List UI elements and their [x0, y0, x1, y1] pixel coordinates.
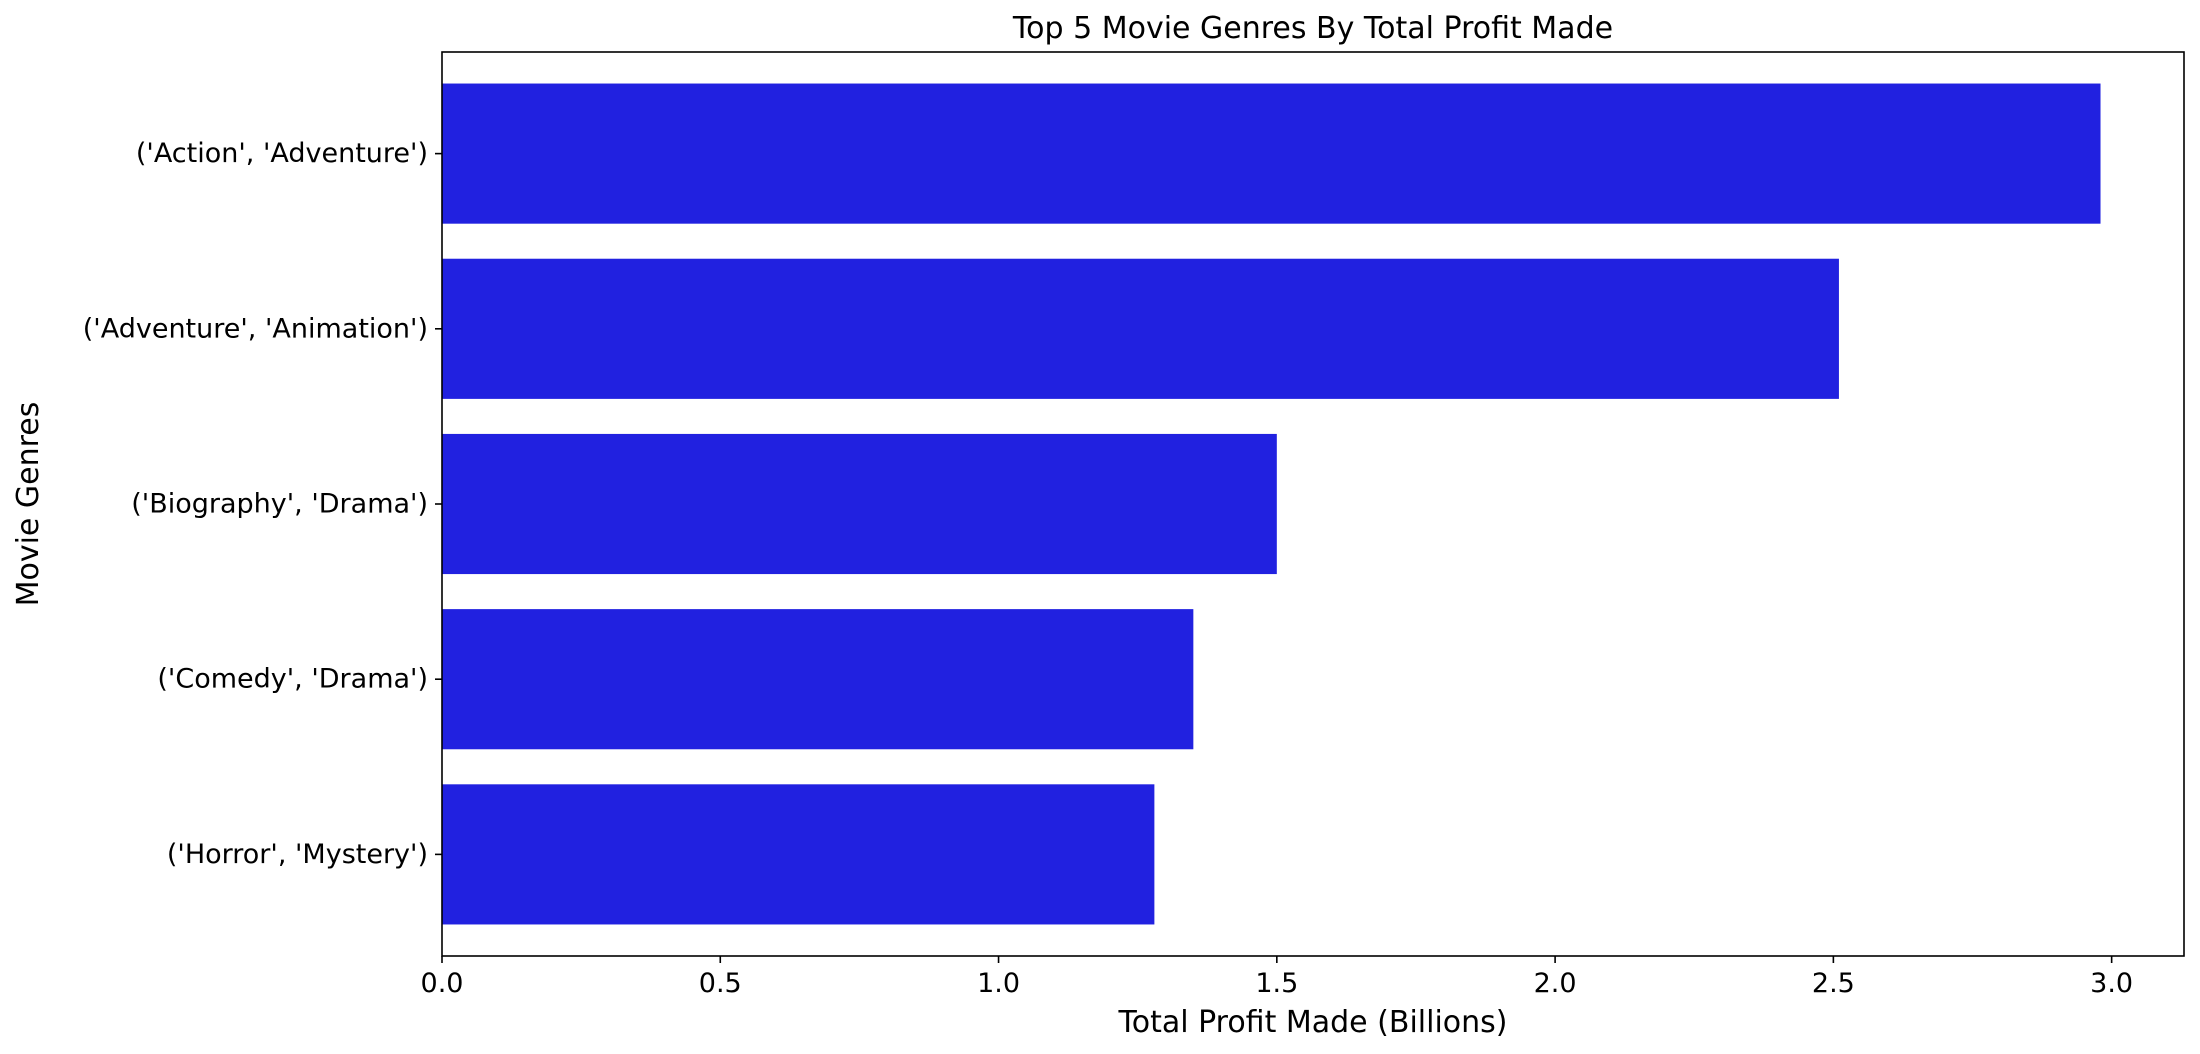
y-tick-label: ('Horror', 'Mystery'): [167, 839, 428, 870]
y-tick-label: ('Comedy', 'Drama'): [157, 664, 428, 695]
y-tick-label: ('Biography', 'Drama'): [131, 489, 428, 520]
bar: [442, 83, 2101, 224]
plot-frame: [441, 51, 2185, 957]
x-tick-label: 0.0: [421, 968, 464, 999]
bar: [442, 784, 1155, 925]
y-tick-label: ('Adventure', 'Animation'): [83, 313, 428, 344]
chart-title: Top 5 Movie Genres By Total Profit Made: [1012, 11, 1613, 46]
y-tick-label: ('Action', 'Adventure'): [136, 138, 428, 169]
x-tick-label: 2.0: [1534, 968, 1577, 999]
x-tick-label: 3.0: [2090, 968, 2133, 999]
bar: [442, 609, 1194, 750]
y-axis-ticks: ('Action', 'Adventure') ('Adventure', 'An…: [83, 138, 442, 870]
x-tick-label: 0.5: [699, 968, 742, 999]
bar: [442, 258, 1839, 399]
x-tick-label: 1.0: [977, 968, 1020, 999]
x-axis-ticks: 0.0 0.5 1.0 1.5 2.0 2.5 3.0: [421, 956, 2133, 999]
bars-layer: [442, 83, 2101, 925]
bar: [442, 433, 1277, 575]
y-axis-label: Movie Genres: [11, 402, 46, 607]
x-axis-label: Total Profit Made (Billions): [1117, 1005, 1507, 1040]
x-tick-label: 1.5: [1255, 968, 1298, 999]
x-tick-label: 2.5: [1812, 968, 1855, 999]
